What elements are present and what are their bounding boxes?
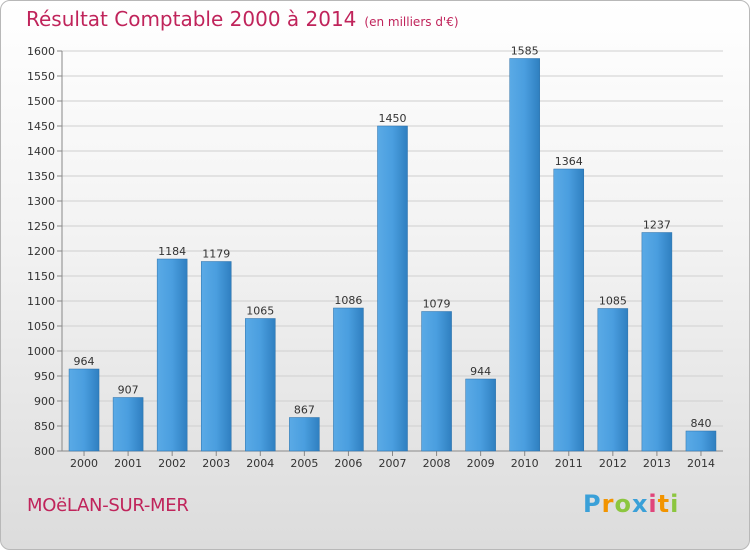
- bar-2002: [156, 258, 188, 452]
- y-tick-label: 1550: [27, 70, 55, 83]
- x-tick-label: 2007: [379, 457, 407, 470]
- x-tick-label: 2010: [511, 457, 539, 470]
- x-tick-label: 2006: [334, 457, 362, 470]
- x-tick-label: 2014: [687, 457, 715, 470]
- bar-2004: [245, 318, 276, 452]
- bar-2006: [333, 307, 364, 452]
- y-tick-label: 1450: [27, 120, 55, 133]
- x-tick-label: 2004: [246, 457, 274, 470]
- y-tick-label: 1200: [27, 245, 55, 258]
- y-tick-label: 1350: [27, 170, 55, 183]
- y-tick-label: 900: [34, 395, 55, 408]
- data-label-2000: 964: [74, 355, 95, 368]
- bar-2000: [68, 368, 100, 452]
- bar-2003: [200, 261, 232, 452]
- y-tick-label: 1600: [27, 45, 55, 58]
- data-label-2010: 1585: [511, 45, 539, 58]
- y-tick-label: 1050: [27, 320, 55, 333]
- x-tick-label: 2011: [555, 457, 583, 470]
- y-tick-label: 850: [34, 420, 55, 433]
- data-label-2003: 1179: [202, 248, 230, 261]
- bar-2010: [509, 58, 540, 452]
- y-tick-label: 1400: [27, 145, 55, 158]
- bar-2005: [289, 417, 320, 452]
- data-label-2005: 867: [294, 404, 315, 417]
- commune-name: MOëLAN-SUR-MER: [27, 495, 189, 516]
- proxiti-logo: Proxiti: [583, 490, 680, 518]
- data-label-2014: 840: [690, 417, 711, 430]
- data-label-2008: 1079: [423, 298, 451, 311]
- x-tick-label: 2001: [114, 457, 142, 470]
- data-label-2011: 1364: [555, 155, 583, 168]
- x-tick-label: 2005: [290, 457, 318, 470]
- x-tick-label: 2012: [599, 457, 627, 470]
- chart-title: Résultat Comptable 2000 à 2014: [26, 7, 357, 31]
- bar-2013: [641, 232, 673, 452]
- bar-2011: [553, 168, 585, 452]
- data-label-2001: 907: [118, 384, 139, 397]
- data-label-2007: 1450: [379, 112, 407, 125]
- y-tick-label: 1300: [27, 195, 55, 208]
- y-tick-label: 1100: [27, 295, 55, 308]
- data-label-2009: 944: [470, 365, 491, 378]
- data-label-2002: 1184: [158, 245, 186, 258]
- x-tick-label: 2013: [643, 457, 671, 470]
- bar-2008: [421, 311, 452, 452]
- y-tick-label: 1000: [27, 345, 55, 358]
- y-tick-label: 1250: [27, 220, 55, 233]
- y-tick-label: 1500: [27, 95, 55, 108]
- x-tick-label: 2002: [158, 457, 186, 470]
- bar-2001: [112, 397, 144, 452]
- data-label-2004: 1065: [246, 305, 274, 318]
- data-label-2013: 1237: [643, 219, 671, 232]
- data-label-2006: 1086: [334, 294, 362, 307]
- bar-2014: [685, 430, 717, 452]
- x-tick-label: 2003: [202, 457, 230, 470]
- x-tick-label: 2000: [70, 457, 98, 470]
- chart-subtitle: (en milliers d'€): [364, 15, 459, 29]
- data-label-2012: 1085: [599, 295, 627, 308]
- bar-2007: [377, 125, 408, 452]
- x-tick-label: 2009: [467, 457, 495, 470]
- y-tick-label: 950: [34, 370, 55, 383]
- bar-2012: [597, 308, 629, 452]
- chart-title-block: Résultat Comptable 2000 à 2014 (en millie…: [26, 7, 459, 31]
- y-tick-label: 800: [34, 445, 55, 458]
- x-tick-label: 2008: [423, 457, 451, 470]
- bar-2009: [465, 378, 496, 452]
- y-tick-label: 1150: [27, 270, 55, 283]
